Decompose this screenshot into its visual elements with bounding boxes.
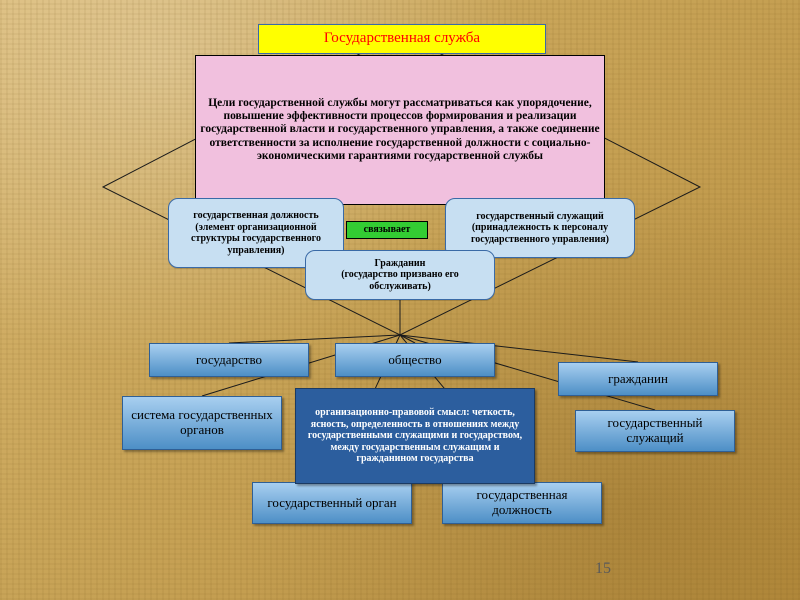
- connector-line: [400, 335, 415, 343]
- servant-box: государственный служащий (принадлежность…: [445, 198, 635, 258]
- concept-citizen-label: гражданин: [608, 372, 668, 387]
- concept-society: общество: [335, 343, 495, 377]
- concept-gov_position: государственная должность: [442, 482, 602, 524]
- concept-sys_org: система государственных органов: [122, 396, 282, 450]
- concept-gov_servant: государственный служащий: [575, 410, 735, 452]
- citizen-box-label: Гражданин (государство призвано его обсл…: [310, 258, 490, 293]
- concept-gov-label: государство: [196, 353, 262, 368]
- goals-box-label: Цели государственной службы могут рассма…: [200, 97, 600, 163]
- concept-sys_org-label: система государственных органов: [127, 408, 277, 438]
- concept-citizen: гражданин: [558, 362, 718, 396]
- concept-gov: государство: [149, 343, 309, 377]
- org-legal-meaning-box: организационно-правовой смысл: четкость,…: [295, 388, 535, 484]
- page-number-label: 15: [595, 560, 611, 578]
- connector-line: [229, 335, 400, 343]
- concept-gov_servant-label: государственный служащий: [580, 416, 730, 446]
- links-box-label: связывает: [364, 224, 411, 236]
- diagram-canvas: Государственная служба Цели государственн…: [0, 0, 800, 600]
- concept-gov_organ: государственный орган: [252, 482, 412, 524]
- links-box: связывает: [346, 221, 428, 239]
- title-box-label: Государственная служба: [324, 30, 480, 47]
- concept-gov_organ-label: государственный орган: [267, 496, 396, 511]
- title-box: Государственная служба: [258, 24, 546, 54]
- page-number: 15: [595, 560, 611, 578]
- citizen-box: Гражданин (государство призвано его обсл…: [305, 250, 495, 300]
- concept-society-label: общество: [388, 353, 441, 368]
- servant-box-label: государственный служащий (принадлежность…: [450, 211, 630, 246]
- concept-gov_position-label: государственная должность: [447, 488, 597, 518]
- org-legal-meaning-box-label: организационно-правовой смысл: четкость,…: [300, 407, 530, 465]
- goals-box: Цели государственной службы могут рассма…: [195, 55, 605, 205]
